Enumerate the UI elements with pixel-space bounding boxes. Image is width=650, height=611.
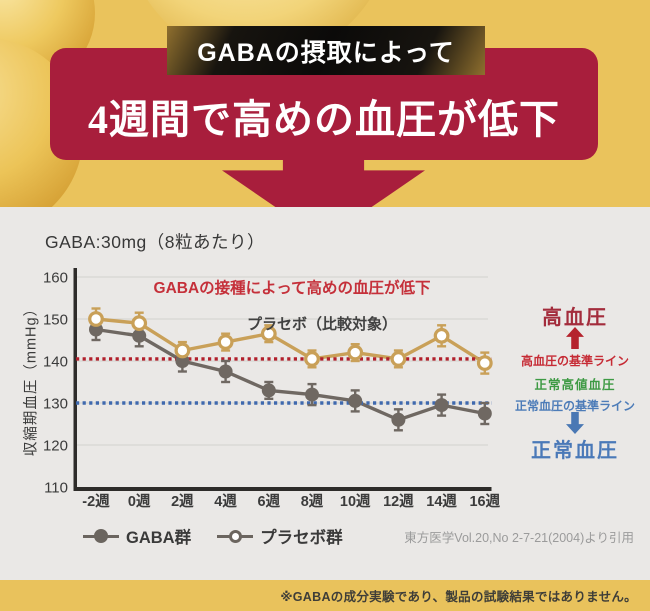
svg-text:プラセボ（比較対象）: プラセボ（比較対象） bbox=[247, 315, 397, 333]
svg-text:-2週: -2週 bbox=[82, 493, 110, 510]
blood-pressure-line-chart: 110 120 130 140 150 160 -2週 0週 2週 4週 6週 8週 10週 12週 14週… bbox=[43, 268, 500, 510]
disclaimer-text: ※GABAの成分実験であり、製品の試験結果ではありません。 bbox=[280, 590, 637, 604]
legend-label: GABA群 bbox=[126, 529, 192, 547]
svg-text:16週: 16週 bbox=[469, 493, 500, 510]
filled-circle-marker-icon bbox=[83, 529, 119, 543]
svg-text:2週: 2週 bbox=[171, 493, 194, 510]
svg-text:14週: 14週 bbox=[426, 493, 457, 510]
badge-label: GABAの摂取によって bbox=[167, 26, 485, 75]
svg-text:10週: 10週 bbox=[340, 493, 371, 510]
svg-text:150: 150 bbox=[43, 312, 68, 329]
open-circle-marker-icon bbox=[217, 530, 254, 543]
normal-bp-label: 正常血圧 bbox=[531, 440, 619, 462]
legend-item-gaba: GABA群 bbox=[83, 524, 191, 548]
svg-text:130: 130 bbox=[43, 396, 68, 413]
dose-label: GABA:30mg（8粒あたり） bbox=[45, 232, 265, 252]
legend-label: プラセボ群 bbox=[260, 529, 343, 547]
down-arrow-icon bbox=[222, 160, 425, 207]
chart-panel bbox=[0, 207, 650, 580]
high-bp-label: 高血圧 bbox=[542, 307, 608, 329]
svg-text:160: 160 bbox=[43, 270, 68, 287]
header-banner: 4週間で高めの血圧が低下 GABAの摂取によって bbox=[0, 0, 650, 207]
footer-band: ※GABAの成分実験であり、製品の試験結果ではありません。 bbox=[0, 580, 650, 611]
high-bp-baseline-label: 高血圧の基準ライン bbox=[520, 354, 629, 368]
svg-text:0週: 0週 bbox=[128, 493, 151, 510]
headline-text: 4週間で高めの血圧が低下 bbox=[88, 97, 560, 142]
svg-text:8週: 8週 bbox=[301, 493, 324, 510]
svg-text:140: 140 bbox=[43, 354, 68, 371]
normal-high-bp-label: 正常高値血圧 bbox=[534, 378, 616, 392]
svg-text:GABAの接種によって高めの血圧が低下: GABAの接種によって高めの血圧が低下 bbox=[154, 278, 431, 297]
svg-text:110: 110 bbox=[44, 480, 68, 497]
svg-text:120: 120 bbox=[43, 438, 68, 455]
svg-text:6週: 6週 bbox=[258, 493, 281, 510]
normal-bp-baseline-label: 正常血圧の基準ライン bbox=[514, 399, 635, 413]
svg-text:4週: 4週 bbox=[214, 493, 237, 510]
citation-text: 東方医学Vol.20,No 2-7-21(2004)より引用 bbox=[404, 531, 634, 545]
legend-item-placebo: プラセボ群 bbox=[217, 524, 343, 548]
chart-legend: GABA群 プラセボ群 bbox=[83, 524, 343, 548]
svg-text:12週: 12週 bbox=[383, 493, 414, 510]
